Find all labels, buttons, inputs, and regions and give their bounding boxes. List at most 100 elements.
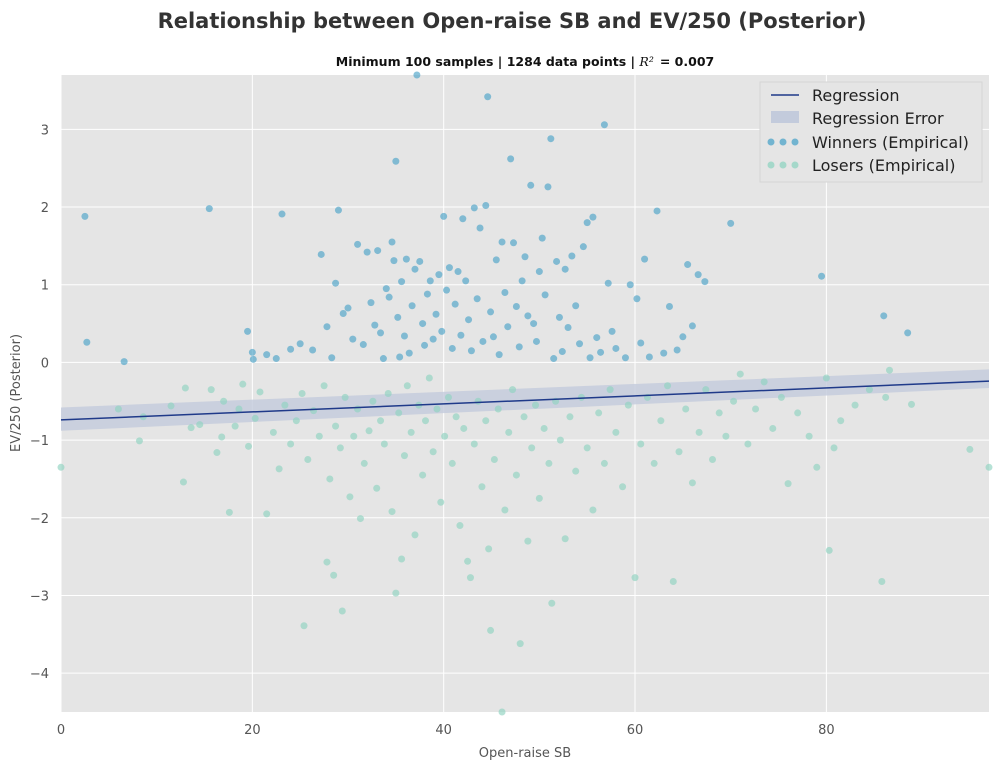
loser-point [220, 397, 228, 405]
loser-point [326, 475, 334, 483]
winner-point [465, 316, 473, 324]
winner-point [328, 354, 336, 362]
winner-point [507, 155, 515, 163]
loser-point [336, 444, 344, 452]
loser-point [57, 463, 65, 471]
loser-point [657, 417, 665, 425]
winner-point [426, 277, 434, 285]
winner-point [547, 135, 555, 143]
winner-point [694, 271, 702, 279]
regression-line-layer [60, 380, 990, 421]
winner-point [392, 157, 400, 165]
winner-point [248, 348, 256, 356]
loser-point [509, 386, 517, 394]
loser-point [794, 409, 802, 417]
winner-point [495, 351, 503, 359]
loser-point [315, 432, 323, 440]
loser-point [784, 480, 792, 488]
winner-point [487, 308, 495, 316]
winner-point [470, 204, 478, 212]
loser-point [292, 417, 300, 425]
winner-point [538, 234, 546, 242]
loser-point [135, 437, 143, 445]
x-axis-label: Open-raise SB [479, 746, 571, 761]
winner-point [394, 313, 402, 321]
subtitle-r2-symbol: R² [638, 54, 653, 69]
loser-point [548, 599, 556, 607]
y-tick-label: 2 [41, 201, 49, 216]
winner-point [701, 278, 709, 286]
winner-point [637, 339, 645, 347]
legend-label-losers: Losers (Empirical) [812, 156, 955, 175]
winner-point [489, 333, 497, 341]
winner-point [249, 355, 257, 363]
loser-point [218, 433, 226, 441]
winner-point [443, 286, 451, 294]
loser-point [851, 401, 859, 409]
loser-point [346, 493, 354, 501]
loser-point [400, 452, 408, 460]
y-axis-label: EV/250 (Posterior) [9, 334, 24, 452]
winner-point [344, 304, 352, 312]
loser-point [419, 471, 427, 479]
loser-point [235, 405, 243, 413]
winner-point [535, 268, 543, 276]
winner-point [367, 299, 375, 307]
loser-point [196, 421, 204, 429]
loser-point [245, 442, 253, 450]
loser-point [516, 640, 524, 648]
winner-point [641, 255, 649, 263]
winner-point [416, 257, 424, 265]
loser-point [612, 428, 620, 436]
loser-point [485, 545, 493, 553]
winner-point [904, 329, 912, 337]
loser-point [398, 555, 406, 563]
winner-point [473, 295, 481, 303]
winner-point [81, 212, 89, 220]
loser-point [456, 522, 464, 530]
loser-point [695, 428, 703, 436]
winner-point [317, 250, 325, 258]
winner-point [421, 341, 429, 349]
winner-point [576, 340, 584, 348]
loser-point [540, 424, 548, 432]
legend-error-swatch [771, 111, 799, 123]
winner-point [527, 181, 535, 189]
winner-point [408, 302, 416, 310]
winner-point [435, 271, 443, 279]
x-tick-label: 80 [818, 723, 835, 738]
loser-point [466, 574, 474, 582]
winner-point [451, 300, 459, 308]
winner-point [673, 346, 681, 354]
loser-point [619, 483, 627, 491]
loser-point [478, 483, 486, 491]
legend-label-regression-error: Regression Error [812, 109, 944, 128]
winner-point [484, 93, 492, 101]
loser-point [225, 508, 233, 516]
winner-point [880, 312, 888, 320]
winner-point [398, 278, 406, 286]
winner-point [339, 309, 347, 317]
loser-point [882, 393, 890, 401]
winner-point [579, 243, 587, 251]
loser-point [505, 428, 513, 436]
regression-line [60, 380, 990, 421]
winner-point [374, 247, 382, 255]
winner-point [626, 281, 634, 289]
legend: Regression Regression Error Winners (Emp… [759, 81, 983, 183]
loser-point [490, 456, 498, 464]
loser-point [702, 386, 710, 394]
winner-point [550, 355, 558, 363]
winner-point [479, 337, 487, 345]
loser-point [380, 440, 388, 448]
loser-point [231, 422, 239, 430]
chart-title: Relationship between Open-raise SB and E… [158, 9, 867, 33]
losers-series [57, 366, 993, 716]
loser-point [566, 413, 574, 421]
y-tick-label: −4 [30, 667, 49, 682]
winner-point [553, 257, 561, 265]
loser-point [269, 428, 277, 436]
loser-point [338, 607, 346, 615]
winner-point [462, 277, 470, 285]
winner-point [263, 351, 271, 359]
